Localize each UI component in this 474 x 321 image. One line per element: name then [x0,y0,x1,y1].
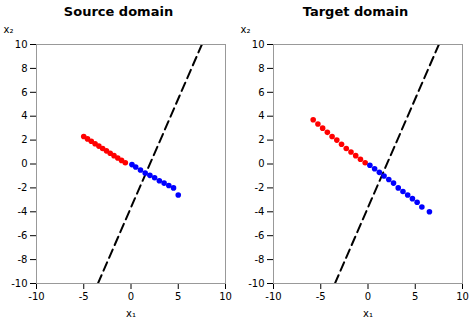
svg-text:8: 8 [21,63,27,74]
svg-text:-5: -5 [79,291,89,302]
svg-text:-8: -8 [18,254,28,265]
svg-text:-10: -10 [11,278,27,289]
svg-text:x₂: x₂ [241,24,251,35]
svg-text:-4: -4 [18,206,28,217]
svg-text:4: 4 [21,110,27,121]
svg-text:10: 10 [252,39,265,50]
svg-text:0: 0 [258,158,264,169]
svg-text:10: 10 [15,39,28,50]
svg-text:5: 5 [175,291,181,302]
svg-text:-10: -10 [28,291,44,302]
svg-text:0: 0 [21,158,27,169]
svg-text:-5: -5 [316,291,326,302]
svg-text:x₁: x₁ [126,308,136,319]
svg-text:-4: -4 [255,206,265,217]
svg-text:8: 8 [258,63,264,74]
svg-text:4: 4 [258,110,264,121]
svg-text:6: 6 [21,87,27,98]
svg-text:-10: -10 [265,291,281,302]
html-text:Target domain: Target domain [302,4,409,19]
svg-text:0: 0 [128,291,134,302]
svg-text:x₁: x₁ [363,308,373,319]
svg-text:-8: -8 [255,254,265,265]
svg-text:-2: -2 [255,182,265,193]
svg-text:x₂: x₂ [4,24,14,35]
svg-text:-6: -6 [18,230,28,241]
svg-text:-10: -10 [248,278,264,289]
svg-text:6: 6 [258,87,264,98]
svg-text:-2: -2 [18,182,28,193]
svg-text:-6: -6 [255,230,265,241]
svg-text:5: 5 [412,291,418,302]
svg-text:0: 0 [365,291,371,302]
svg-text:10: 10 [456,291,469,302]
svg-text:2: 2 [21,134,27,145]
svg-text:10: 10 [219,291,232,302]
svg-text:2: 2 [258,134,264,145]
html-text:Source domain: Source domain [63,4,174,19]
